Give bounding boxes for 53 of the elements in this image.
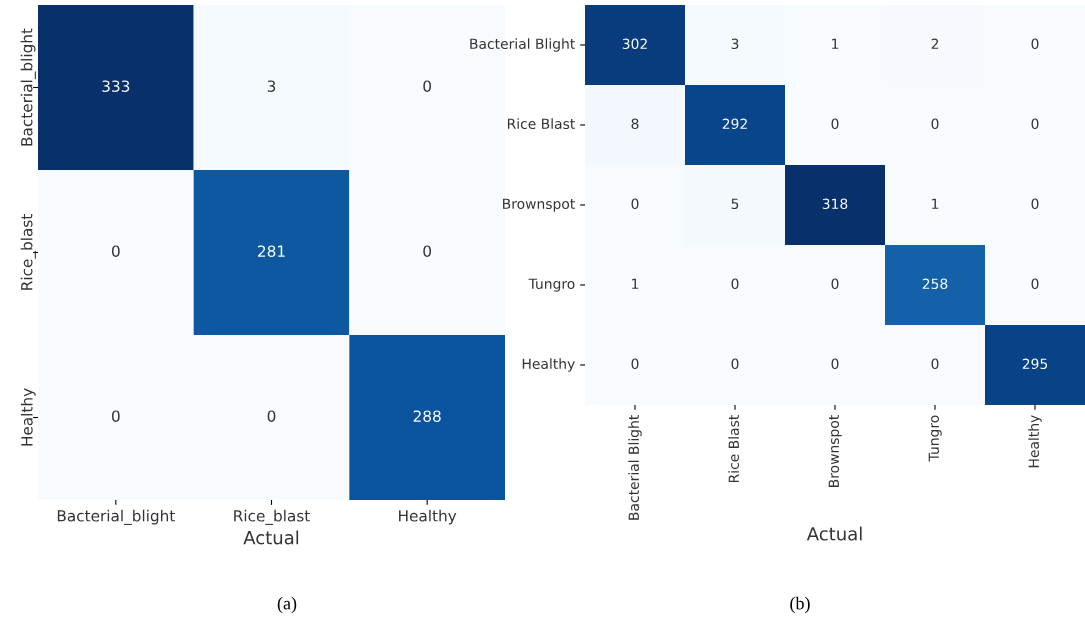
data-label: 0	[423, 80, 432, 92]
y-tick-label: Bacterial_blight	[20, 28, 36, 146]
data-label: 8	[631, 118, 639, 130]
data-label: 0	[111, 245, 120, 257]
y-tick-label: Bacterial Blight	[470, 38, 575, 52]
data-label: 318	[822, 198, 848, 210]
data-label: 0	[931, 118, 939, 130]
data-label: 3	[731, 38, 739, 50]
data-label: 0	[931, 358, 939, 370]
data-label: 0	[831, 278, 839, 290]
x-tick-label: Bacterial Blight	[628, 415, 642, 520]
text: (a)	[277, 596, 297, 614]
data-label: 0	[1031, 118, 1039, 130]
data-label: 0	[1031, 278, 1039, 290]
y-tick-label: Tungro	[528, 278, 575, 292]
text: (b)	[790, 596, 810, 614]
x-tick-label: Rice_blast	[234, 509, 310, 525]
data-label: 5	[731, 198, 739, 210]
data-label: 0	[731, 278, 739, 290]
data-label: 0	[423, 245, 432, 257]
x-tick-label: Bacterial_blight	[57, 509, 175, 525]
x-axis-title: Actual	[806, 526, 862, 541]
data-label: 1	[832, 38, 839, 49]
data-label: 1	[932, 198, 939, 209]
data-label: 295	[1022, 358, 1048, 370]
x-tick-label: Healthy	[1028, 415, 1042, 468]
data-label: 0	[631, 198, 639, 210]
data-label: 0	[267, 410, 276, 422]
data-label: 288	[413, 410, 441, 422]
x-axis-title: Actual	[243, 530, 299, 545]
data-label: 0	[731, 358, 739, 370]
x-tick-label: Brownspot	[828, 415, 842, 487]
x-tick-label: Tungro	[928, 415, 942, 462]
data-label: 0	[631, 358, 639, 370]
data-label: 0	[1031, 198, 1039, 210]
data-label: 3	[267, 80, 276, 92]
y-tick-label: Healthy	[522, 358, 575, 372]
y-tick-label: Rice_blast	[20, 214, 36, 290]
x-tick-label: Rice Blast	[728, 415, 740, 483]
data-label: 292	[722, 118, 747, 130]
data-label: 0	[1031, 38, 1039, 50]
data-label: 1	[632, 278, 639, 289]
x-tick-label: Healthy	[399, 509, 457, 525]
data-label: 0	[831, 358, 839, 370]
data-label: 302	[622, 38, 647, 50]
data-label: 258	[922, 278, 948, 290]
y-tick-label: Rice Blast	[507, 118, 575, 130]
data-label: 0	[111, 410, 120, 422]
data-label: 333	[102, 80, 130, 92]
data-label: 0	[831, 118, 839, 130]
data-label: 2	[931, 38, 939, 49]
y-tick-label: Brownspot	[503, 198, 575, 212]
data-label: 281	[258, 245, 285, 257]
